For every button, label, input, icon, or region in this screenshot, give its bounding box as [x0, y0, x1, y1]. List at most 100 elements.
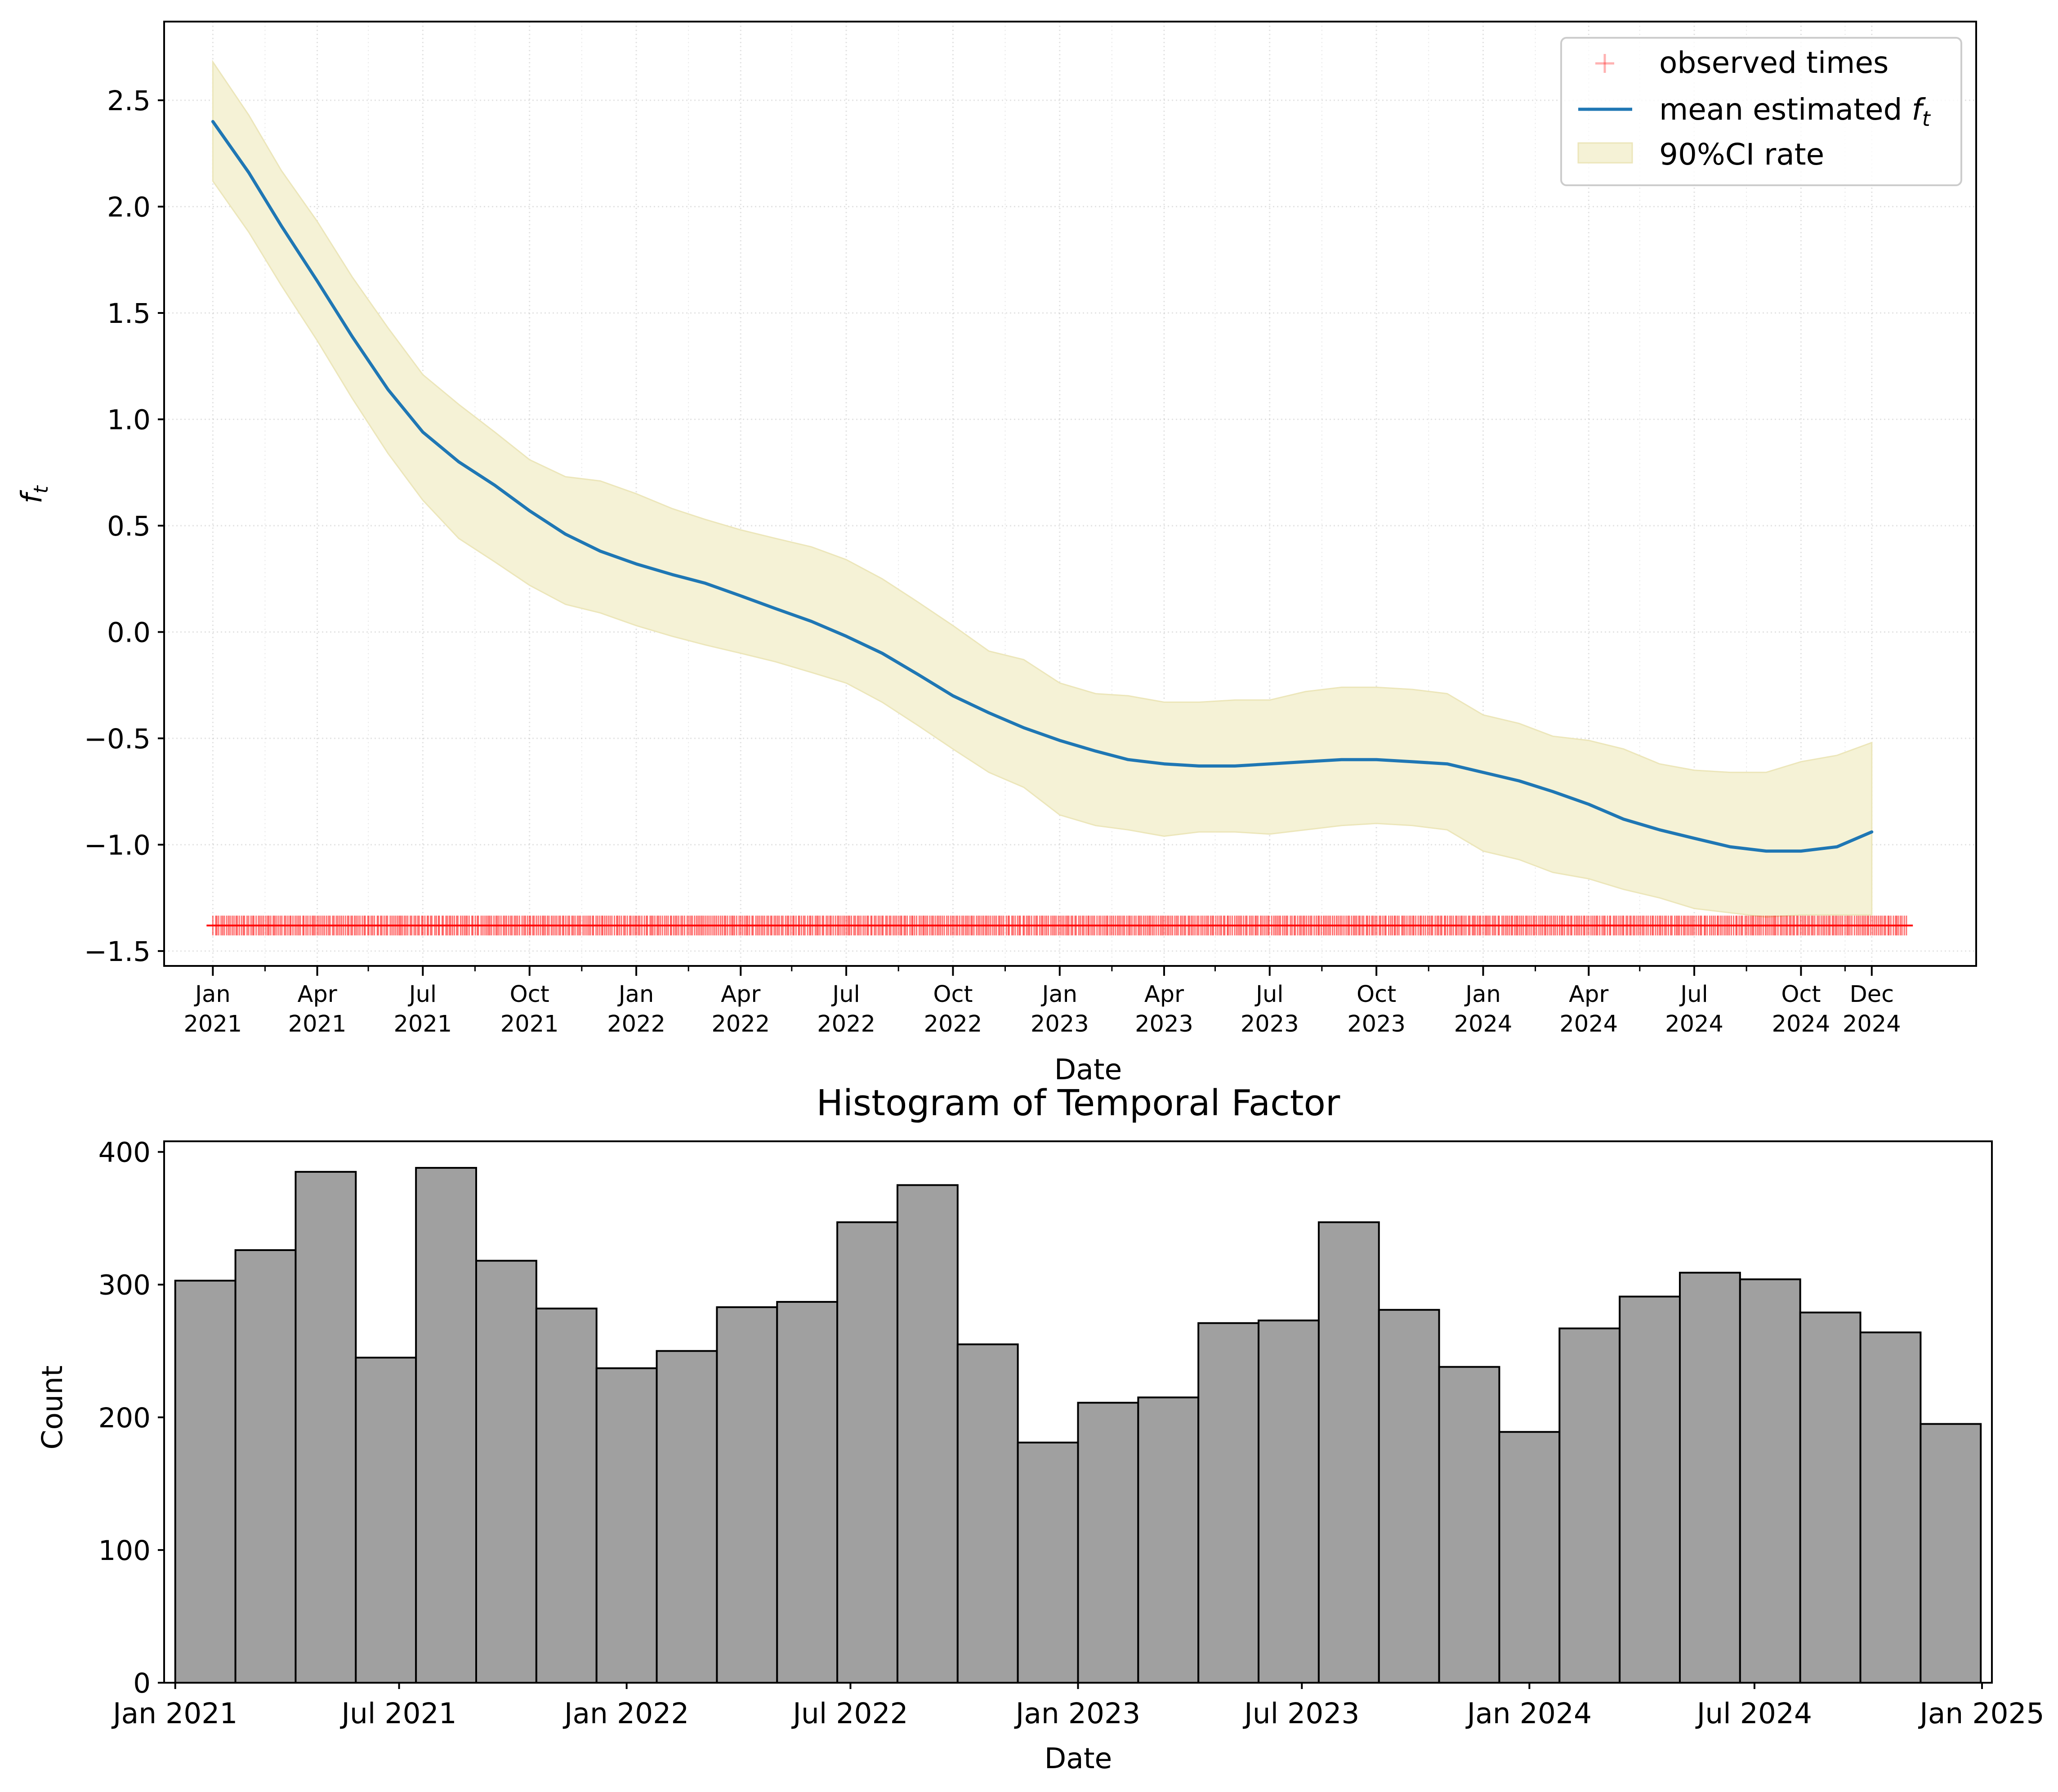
factor-x-tick-label: 2023 [1241, 1011, 1299, 1037]
histogram-bar [1498, 1431, 1561, 1684]
factor-x-tick-label: 2024 [1454, 1011, 1513, 1037]
factor-x-tick-label: 2021 [183, 1011, 242, 1037]
factor-y-tick-label: 1.0 [107, 404, 151, 436]
histogram-bar [776, 1301, 839, 1684]
histogram-y-tick-label: 200 [98, 1402, 151, 1434]
factor-x-tick-label: 2024 [1772, 1011, 1830, 1037]
factor-y-tick-label: −1.0 [84, 829, 151, 861]
factor-y-tick-label: 0.0 [107, 617, 151, 648]
factor-x-tick-label: 2021 [288, 1011, 347, 1037]
histogram-bar [1197, 1322, 1260, 1684]
histogram-bar [1077, 1402, 1139, 1684]
factor-x-tick-label: Jan [1464, 981, 1501, 1008]
histogram-y-axis: 0 100 200 300 400 [98, 1137, 164, 1699]
histogram-y-tick-label: 400 [98, 1137, 151, 1169]
histogram-bar [1920, 1423, 1982, 1684]
histogram-x-axis: Jan 2021 Jul 2021 Jan 2022 Jul 2022 Jan 2023… [111, 1683, 2045, 1730]
factor-y-tick-label: 2.0 [107, 191, 151, 223]
factor-y-tick-label: 2.5 [107, 85, 151, 117]
factor-x-tick-label: Jan [194, 981, 231, 1008]
factor-y-tick-label: 1.5 [107, 298, 151, 330]
legend-observed-label: observed times [1659, 45, 1888, 80]
factor-x-tick-label: 2023 [1347, 1011, 1406, 1037]
ci-band [212, 60, 1873, 918]
factor-y-axis: −1.5 −1.0 −0.5 0.0 0.5 1.0 1.5 2.0 2.5 [84, 85, 164, 968]
histogram-bar [415, 1167, 478, 1684]
histogram-x-tick-label: Jan 2022 [562, 1697, 689, 1730]
factor-x-tick-label: Oct [1781, 981, 1821, 1008]
factor-x-tick-label: Jul [831, 981, 860, 1008]
factor-x-tick-label: Apr [1144, 981, 1184, 1008]
factor-x-tick-label: Jul [408, 981, 437, 1008]
mean-estimate-line [211, 120, 1874, 853]
histogram-bar [1739, 1278, 1801, 1684]
histogram-x-tick-label: Jan 2024 [1465, 1697, 1592, 1730]
histogram-x-tick-label: Jan 2025 [1918, 1697, 2044, 1730]
histogram-y-axis-title: Count [36, 1365, 69, 1449]
observed-times-markers [206, 916, 1913, 936]
histogram-panel: Histogram of Temporal Factor 0 100 200 300 4… [36, 1082, 2045, 1775]
histogram-bar [716, 1306, 778, 1684]
histogram-y-tick-label: 0 [133, 1667, 151, 1699]
factor-y-tick-label: −1.5 [84, 936, 151, 968]
factor-panel: −1.5 −1.0 −0.5 0.0 0.5 1.0 1.5 2.0 2.5 Jan 2021 Ap… [15, 21, 1977, 1086]
histogram-y-tick-label: 100 [98, 1535, 151, 1567]
histogram-x-tick-label: Jan 2021 [111, 1697, 237, 1730]
histogram-x-axis-title: Date [1045, 1742, 1112, 1775]
factor-x-tick-label: Apr [1569, 981, 1608, 1008]
factor-x-tick-label: 2024 [1843, 1011, 1901, 1037]
factor-x-tick-label: 2021 [500, 1011, 559, 1037]
histogram-bar [1619, 1296, 1681, 1684]
factor-x-tick-label: 2021 [393, 1011, 452, 1037]
histogram-bar [535, 1307, 598, 1684]
factor-x-tick-label: 2022 [711, 1011, 770, 1037]
histogram-bar [355, 1357, 417, 1684]
histogram-bar [1017, 1441, 1079, 1684]
histogram-bar [1438, 1366, 1500, 1684]
factor-x-tick-label: Jul [1679, 981, 1708, 1008]
factor-x-tick-label: Jul [1254, 981, 1284, 1008]
legend-frame [1560, 37, 1962, 186]
factor-x-tick-label: 2022 [924, 1011, 982, 1037]
histogram-title: Histogram of Temporal Factor [817, 1082, 1340, 1124]
legend-ci-icon [1577, 142, 1633, 164]
factor-axes-frame [163, 21, 1977, 967]
histogram-bars [174, 1167, 1982, 1684]
factor-x-axis-title: Date [1054, 1053, 1122, 1086]
factor-x-tick-label: 2022 [817, 1011, 875, 1037]
histogram-x-tick-label: Jul 2022 [791, 1697, 908, 1730]
factor-legend: observed times mean estimated ft 90%CI r… [1560, 37, 1962, 186]
histogram-x-tick-label: Jul 2023 [1242, 1697, 1359, 1730]
histogram-bar [1258, 1319, 1320, 1684]
histogram-bar [1679, 1272, 1741, 1684]
histogram-x-tick-label: Jul 2024 [1695, 1697, 1812, 1730]
histogram-bar [1558, 1327, 1621, 1684]
histogram-bar [956, 1343, 1019, 1684]
histogram-bar [896, 1184, 959, 1684]
factor-x-tick-label: Dec [1849, 981, 1894, 1008]
histogram-bar [656, 1350, 718, 1684]
factor-x-tick-label: 2022 [607, 1011, 665, 1037]
factor-x-tick-label: Apr [297, 981, 337, 1008]
factor-x-tick-label: 2023 [1135, 1011, 1193, 1037]
factor-x-tick-label: Oct [1357, 981, 1396, 1008]
histogram-bar [174, 1279, 237, 1684]
factor-x-tick-label: 2024 [1665, 1011, 1723, 1037]
legend-observed-icon [1595, 54, 1614, 73]
histogram-bar [1137, 1396, 1200, 1684]
factor-x-tick-label: Jan [1040, 981, 1077, 1008]
histogram-bar [1317, 1221, 1380, 1684]
histogram-bar [234, 1249, 297, 1684]
histogram-x-tick-label: Jul 2021 [339, 1697, 456, 1730]
histogram-bar [595, 1367, 658, 1684]
histogram-x-tick-label: Jan 2023 [1014, 1697, 1140, 1730]
factor-x-tick-label: 2024 [1559, 1011, 1618, 1037]
histogram-bar [836, 1221, 898, 1684]
histogram-bar [295, 1171, 357, 1684]
legend-ci-label: 90%CI rate [1659, 137, 1824, 172]
factor-x-tick-label: Oct [510, 981, 549, 1008]
factor-y-tick-label: −0.5 [84, 723, 151, 755]
factor-x-tick-label: Oct [933, 981, 973, 1008]
factor-x-tick-label: Jan [617, 981, 654, 1008]
